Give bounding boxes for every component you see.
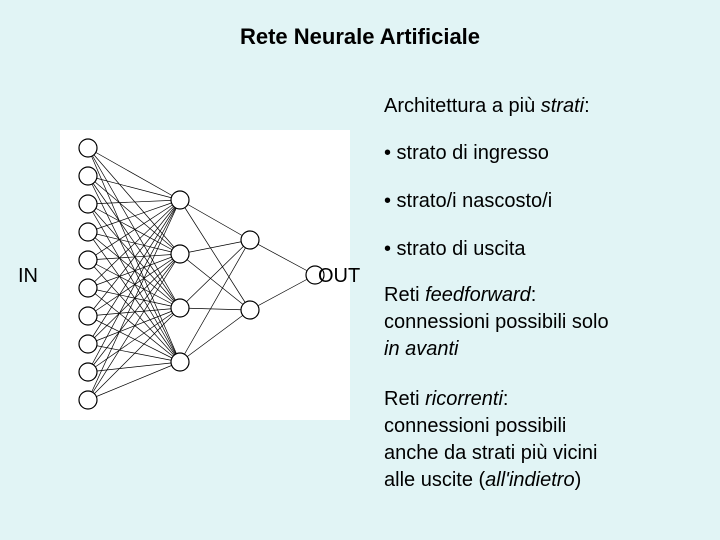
page-title: Rete Neurale Artificiale bbox=[0, 24, 720, 50]
ff-line2: connessioni possibili solo bbox=[384, 311, 609, 333]
ff-prefix: Reti bbox=[384, 284, 425, 306]
ff-keyword: feedforward bbox=[425, 284, 531, 306]
ric-keyword: ricorrenti bbox=[425, 388, 503, 410]
bullet-uscita: • strato di uscita bbox=[384, 236, 696, 263]
ric-line4c: ) bbox=[575, 469, 582, 491]
ff-colon: : bbox=[531, 284, 537, 306]
paragraph-feedforward: Reti feedforward: connessioni possibili … bbox=[384, 282, 696, 363]
ric-colon: : bbox=[503, 388, 509, 410]
subtitle-italic: strati bbox=[541, 95, 584, 117]
out-label: OUT bbox=[318, 265, 360, 288]
bullet-nascosto: • strato/i nascosto/i bbox=[384, 188, 696, 215]
ric-prefix: Reti bbox=[384, 388, 425, 410]
ric-line4b: all'indietro bbox=[485, 469, 574, 491]
in-label: IN bbox=[18, 265, 38, 288]
network-diagram bbox=[60, 130, 350, 420]
architecture-subtitle: Architettura a più strati: bbox=[384, 93, 696, 120]
ff-line3: in avanti bbox=[384, 338, 459, 360]
ric-line3: anche da strati più vicini bbox=[384, 442, 597, 464]
bullet-ingresso: • strato di ingresso bbox=[384, 140, 696, 167]
ric-line4a: alle uscite ( bbox=[384, 469, 485, 491]
paragraph-ricorrenti: Reti ricorrenti: connessioni possibili a… bbox=[384, 386, 696, 494]
ric-line2: connessioni possibili bbox=[384, 415, 566, 437]
subtitle-suffix: : bbox=[584, 95, 590, 117]
subtitle-prefix: Architettura a più bbox=[384, 95, 541, 117]
network-svg bbox=[60, 130, 350, 420]
